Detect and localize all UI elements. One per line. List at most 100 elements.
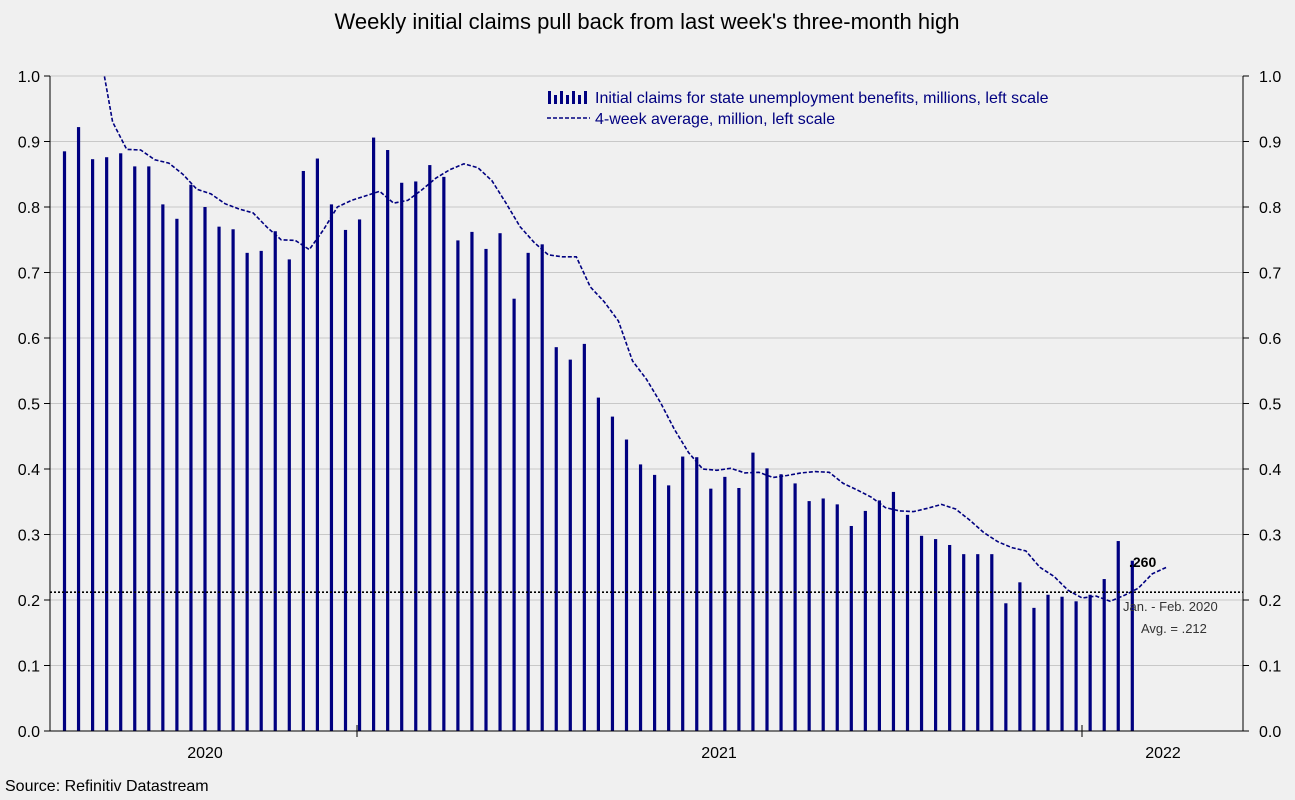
legend-bar-mark [584,91,587,104]
y-tick-label-right: 1.0 [1259,69,1281,86]
claims-bar [456,240,460,731]
legend-bar-mark [548,91,551,104]
y-tick-label-right: 0.2 [1259,593,1281,610]
claims-bar [161,204,165,731]
claims-bar [934,539,938,731]
claims-bar [1074,601,1078,731]
claims-bar [596,397,600,731]
claims-bar [905,514,910,731]
legend-bar-mark [560,91,563,104]
claims-bar [891,491,896,731]
claims-bar [610,416,615,731]
claims-bar [428,165,432,731]
claims-bar [1102,579,1106,731]
y-tick-label-left: 0.1 [18,659,40,676]
claims-bar [329,204,334,731]
claims-bar [919,535,924,731]
y-tick-label-left: 0.7 [18,266,40,283]
legend-label-4-week-average: 4-week average, million, left scale [595,111,835,128]
x-year-label: 2022 [1145,745,1181,762]
claims-bar [372,137,376,731]
x-year-label: 2021 [701,745,737,762]
y-tick-label-right: 0.3 [1259,528,1281,545]
claims-bar [723,476,727,731]
claims-bar [76,127,81,732]
claims-bar [1046,594,1050,731]
claims-bar [863,510,867,731]
y-tick-label-right: 0.1 [1259,659,1281,676]
claims-bar [835,504,839,731]
claims-bar [765,468,769,731]
claims-bar [1032,607,1036,731]
reference-label-line2: Avg. = .212 [1141,621,1207,636]
grid-layer [50,75,1243,666]
claims-bar [962,554,966,731]
claims-bar [498,233,502,731]
claims-bar [245,252,249,731]
claims-bar [400,182,404,731]
claims-bar [259,250,263,731]
claims-bar [273,231,277,732]
y-tick-label-right: 0.5 [1259,397,1281,414]
claims-bar [877,500,881,731]
claims-bar [1018,582,1022,731]
claims-bar [1004,603,1008,731]
claims-bar [554,347,558,731]
reference-label-line1: Jan. - Feb. 2020 [1123,599,1218,614]
y-tick-label-left: 0.8 [18,200,40,217]
y-tick-label-left: 0.4 [18,462,40,479]
claims-bar [948,544,952,731]
claims-bar [807,501,811,731]
claims-bar [1116,541,1120,731]
claims-bar [175,218,179,732]
y-tick-label-left: 0.0 [18,724,40,741]
claims-bar [442,176,446,731]
claims-bar [737,487,741,731]
y-tick-label-left: 0.5 [18,397,40,414]
legend-bar-mark [554,95,557,104]
claims-bar [709,488,713,731]
claims-bar [147,166,151,731]
source-note: Source: Refinitiv Datastream [5,778,209,795]
y-tick-label-right: 0.7 [1259,266,1281,283]
claims-bar [821,498,825,731]
claims-bar [189,184,193,732]
claims-bar [484,248,488,732]
claims-bar [990,554,994,731]
claims-bar [91,159,95,731]
claims-bar [287,259,291,731]
line-layer [103,76,1167,603]
claims-bar [301,170,305,732]
claims-bar [203,207,207,731]
claims-bar [231,229,235,731]
y-tick-label-left: 0.3 [18,528,40,545]
claims-bar [357,219,362,731]
legend: Initial claims for state unemployment be… [547,90,1049,128]
claims-bar [568,359,572,731]
claims-bar [105,157,109,732]
legend-label-initial-claims: Initial claims for state unemployment be… [595,90,1049,107]
claims-bar [681,456,685,731]
claims-bar [653,474,657,731]
claims-bar [119,153,123,732]
claims-bar [315,158,319,731]
y-tick-label-right: 0.9 [1259,135,1281,152]
claims-bar [133,166,137,731]
claims-bar [414,181,418,731]
x-year-label: 2020 [187,745,223,762]
legend-bar-swatch [548,91,587,104]
y-tick-label-right: 0.4 [1259,462,1281,479]
y-tick-label-right: 0.8 [1259,200,1281,217]
bars-layer [62,127,1134,732]
claims-bar [540,244,544,731]
claims-bar [62,151,67,731]
last-value-label: .260 [1129,554,1156,570]
claims-bar [470,231,474,731]
claims-bar [1130,560,1134,731]
claims-bar [779,474,783,731]
y-tick-label-left: 0.9 [18,135,40,152]
y-tick-label-left: 0.6 [18,331,40,348]
y-tick-label-left: 1.0 [18,69,40,86]
